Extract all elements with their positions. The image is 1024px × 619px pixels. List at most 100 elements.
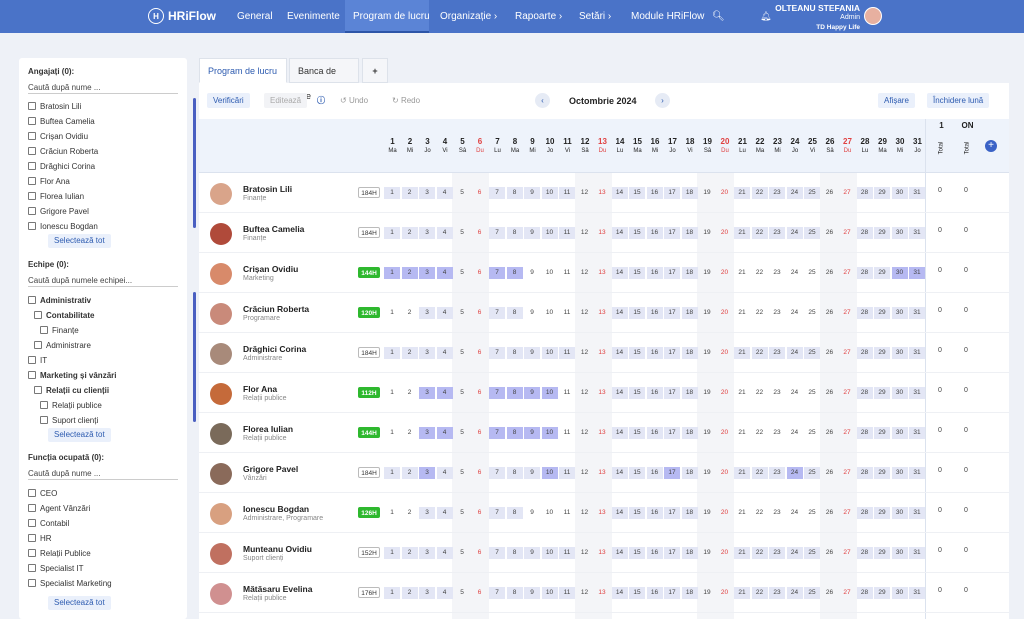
day-cell[interactable]: 23 xyxy=(769,547,785,559)
scrollbar[interactable] xyxy=(193,292,196,422)
function-checkbox[interactable]: CEO xyxy=(28,487,57,499)
day-cell[interactable]: 14 xyxy=(611,547,628,559)
day-cell[interactable]: 24 xyxy=(786,467,803,479)
day-cell[interactable]: 21 xyxy=(734,187,750,199)
day-cell[interactable]: 7 xyxy=(489,267,505,279)
day-cell[interactable]: 21 xyxy=(738,509,746,516)
day-cell[interactable]: 6 xyxy=(477,469,482,476)
avatar[interactable] xyxy=(210,183,232,205)
day-cell[interactable]: 26 xyxy=(825,549,834,556)
day-cell[interactable]: 23 xyxy=(773,509,781,516)
day-cell[interactable]: 4 xyxy=(436,547,453,559)
day-cell[interactable]: 26 xyxy=(825,309,834,316)
day-cell[interactable]: 25 xyxy=(808,309,816,316)
day-cell[interactable]: 29 xyxy=(874,227,890,239)
day-cell[interactable]: 23 xyxy=(769,587,785,599)
redo-button[interactable]: ↻ Redo xyxy=(392,96,421,105)
edit-button[interactable]: Editează xyxy=(264,93,308,108)
day-cell[interactable]: 10 xyxy=(541,587,558,599)
day-cell[interactable]: 30 xyxy=(891,467,908,479)
day-cell[interactable]: 27 xyxy=(843,189,851,196)
search-icon[interactable]: 🔍︎ xyxy=(712,11,725,22)
day-cell[interactable]: 16 xyxy=(646,347,663,359)
day-cell[interactable]: 4 xyxy=(436,267,453,279)
day-cell[interactable]: 26 xyxy=(825,189,834,196)
day-cell[interactable]: 24 xyxy=(786,347,803,359)
day-cell[interactable]: 9 xyxy=(524,427,540,439)
employee-checkbox[interactable]: Grigore Pavel xyxy=(28,205,89,217)
day-cell[interactable]: 27 xyxy=(843,349,851,356)
day-cell[interactable]: 15 xyxy=(629,227,645,239)
day-cell[interactable]: 11 xyxy=(563,309,571,316)
add-column-button[interactable]: + xyxy=(985,140,997,152)
teams-search-input[interactable]: Caută după numele echipei... xyxy=(28,274,178,287)
verify-button[interactable]: Verificări xyxy=(207,93,250,108)
day-cell[interactable]: 21 xyxy=(734,467,750,479)
day-cell[interactable]: 13 xyxy=(598,269,606,276)
day-cell[interactable]: 15 xyxy=(629,267,645,279)
day-cell[interactable]: 5 xyxy=(460,509,464,516)
employee-name[interactable]: Florea Iulian xyxy=(243,424,294,434)
day-cell[interactable]: 10 xyxy=(541,467,558,479)
day-cell[interactable]: 30 xyxy=(891,187,908,199)
day-cell[interactable]: 23 xyxy=(769,347,785,359)
day-cell[interactable]: 19 xyxy=(703,589,711,596)
avatar[interactable] xyxy=(210,503,232,525)
day-cell[interactable]: 4 xyxy=(436,187,453,199)
day-cell[interactable]: 18 xyxy=(681,307,698,319)
day-cell[interactable]: 12 xyxy=(580,589,589,596)
day-cell[interactable]: 30 xyxy=(891,267,908,279)
day-cell[interactable]: 5 xyxy=(460,429,464,436)
function-checkbox[interactable]: Specialist Marketing xyxy=(28,577,112,589)
day-cell[interactable]: 1 xyxy=(390,309,394,316)
day-cell[interactable]: 9 xyxy=(524,387,540,399)
avatar[interactable] xyxy=(210,463,232,485)
select-all-employees-button[interactable]: Selectează tot xyxy=(48,234,111,248)
day-cell[interactable]: 5 xyxy=(460,309,464,316)
employee-name[interactable]: Bratosin Lili xyxy=(243,184,293,194)
day-cell[interactable]: 8 xyxy=(506,387,523,399)
day-cell[interactable]: 29 xyxy=(874,307,890,319)
day-cell[interactable]: 16 xyxy=(646,507,663,519)
day-cell[interactable]: 8 xyxy=(506,467,523,479)
day-cell[interactable]: 2 xyxy=(407,309,412,316)
day-cell[interactable]: 26 xyxy=(825,389,834,396)
day-cell[interactable]: 17 xyxy=(664,347,680,359)
day-cell[interactable]: 31 xyxy=(909,387,925,399)
day-cell[interactable]: 23 xyxy=(773,389,781,396)
avatar[interactable] xyxy=(210,583,232,605)
day-cell[interactable]: 14 xyxy=(611,307,628,319)
day-cell[interactable]: 7 xyxy=(489,347,505,359)
day-cell[interactable]: 2 xyxy=(401,227,418,239)
day-cell[interactable]: 10 xyxy=(545,509,554,516)
day-cell[interactable]: 29 xyxy=(874,187,890,199)
day-cell[interactable]: 14 xyxy=(611,427,628,439)
day-cell[interactable]: 22 xyxy=(751,347,768,359)
day-cell[interactable]: 29 xyxy=(874,427,890,439)
day-cell[interactable]: 12 xyxy=(580,469,589,476)
day-cell[interactable]: 1 xyxy=(390,389,394,396)
day-cell[interactable]: 24 xyxy=(786,187,803,199)
day-cell[interactable]: 2 xyxy=(407,429,412,436)
day-cell[interactable]: 21 xyxy=(734,547,750,559)
day-cell[interactable]: 5 xyxy=(460,269,464,276)
day-cell[interactable]: 16 xyxy=(646,387,663,399)
day-cell[interactable]: 6 xyxy=(477,509,482,516)
day-cell[interactable]: 17 xyxy=(664,427,680,439)
day-cell[interactable]: 3 xyxy=(419,547,435,559)
nav-rapoarte[interactable]: Rapoarte › xyxy=(515,11,563,22)
day-cell[interactable]: 2 xyxy=(407,509,412,516)
day-cell[interactable]: 25 xyxy=(804,187,820,199)
day-cell[interactable]: 21 xyxy=(738,309,746,316)
day-cell[interactable]: 27 xyxy=(843,309,851,316)
day-cell[interactable]: 1 xyxy=(384,187,400,199)
day-cell[interactable]: 25 xyxy=(804,227,820,239)
day-cell[interactable]: 6 xyxy=(477,269,482,276)
day-cell[interactable]: 22 xyxy=(751,467,768,479)
day-cell[interactable]: 12 xyxy=(580,349,589,356)
day-cell[interactable]: 20 xyxy=(720,509,729,516)
day-cell[interactable]: 14 xyxy=(611,587,628,599)
team-checkbox[interactable]: Relații cu clienții xyxy=(34,384,109,396)
nav-module[interactable]: Module HRiFlow xyxy=(631,11,705,22)
employee-name[interactable]: Mătăsaru Evelina xyxy=(243,584,313,594)
